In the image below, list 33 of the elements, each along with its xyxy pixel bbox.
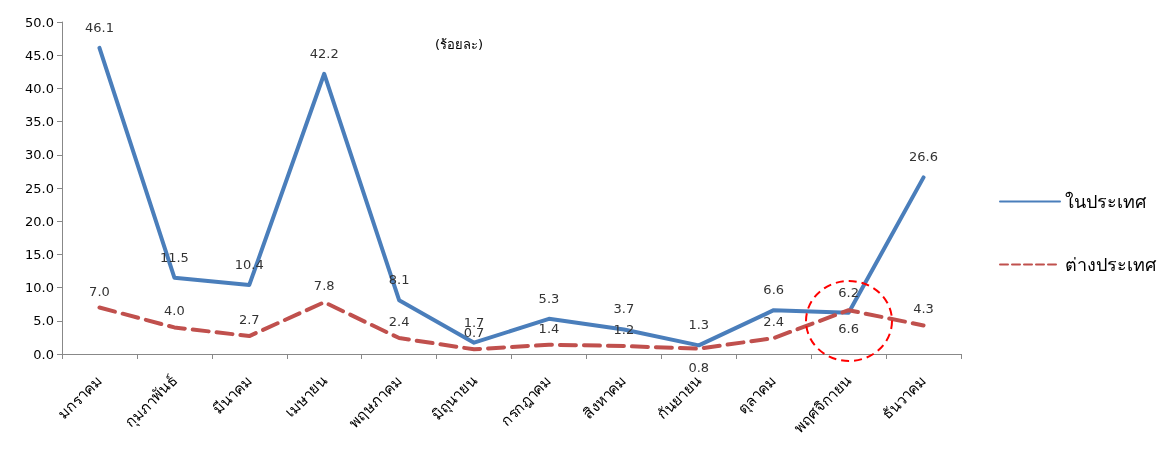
data-label: 1.4	[538, 320, 560, 336]
data-label: 7.0	[89, 283, 110, 299]
data-label: 7.8	[313, 278, 335, 294]
y-tick-label: 45.0	[25, 47, 54, 63]
data-label: 3.7	[613, 301, 635, 317]
data-label: 6.6	[838, 321, 859, 337]
annotation: (ร้อยละ)	[435, 37, 484, 52]
data-label: 0.7	[463, 325, 485, 341]
data-label: 0.8	[688, 359, 710, 375]
data-label: 4.3	[913, 301, 934, 317]
legend-label: ต่างประเทศ	[1065, 254, 1157, 275]
y-tick-label: 25.0	[25, 180, 54, 196]
data-label: 6.2	[838, 284, 859, 300]
data-label: 5.3	[538, 290, 560, 306]
y-tick-label: 20.0	[25, 213, 54, 229]
y-tick-label: 15.0	[25, 246, 54, 262]
data-label: 42.2	[309, 45, 339, 61]
data-label: 26.6	[909, 149, 939, 165]
y-tick-label: 0.0	[33, 346, 54, 362]
y-tick-label: 50.0	[25, 14, 54, 30]
data-label: 1.3	[688, 317, 710, 333]
data-label: 4.0	[164, 303, 185, 319]
y-tick-label: 35.0	[25, 114, 54, 130]
data-label: 2.4	[388, 314, 410, 330]
y-tick-label: 40.0	[25, 80, 54, 96]
y-tick-label: 5.0	[33, 313, 54, 329]
data-label: 2.7	[238, 312, 260, 328]
data-label: 6.6	[763, 282, 785, 298]
data-label: 2.4	[763, 314, 785, 330]
data-label: 46.1	[84, 19, 114, 35]
y-tick-label: 30.0	[25, 147, 54, 163]
legend-label: ในประเทศ	[1065, 191, 1147, 212]
y-tick-label: 10.0	[25, 280, 54, 296]
